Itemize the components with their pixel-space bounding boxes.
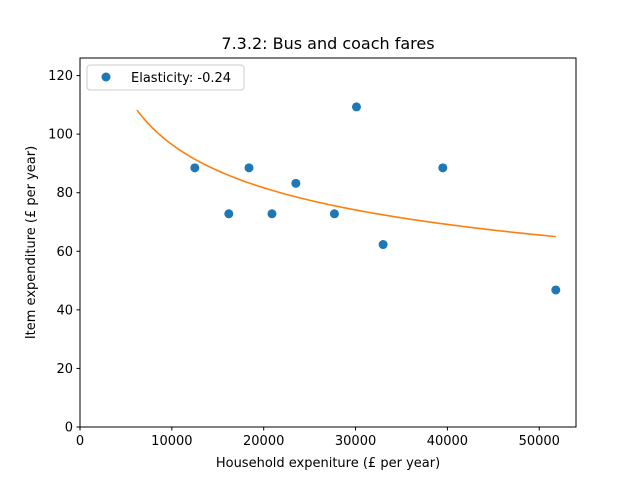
data-point: [190, 163, 200, 173]
fit-curve: [136, 109, 556, 238]
chart-title: 7.3.2: Bus and coach fares: [221, 34, 434, 53]
data-point: [267, 209, 277, 219]
y-tick-label: 120: [48, 69, 73, 84]
plot-frame: [79, 57, 577, 428]
x-tick-label: 20000: [243, 434, 284, 449]
y-tick-label: 80: [56, 186, 73, 201]
y-tick-label: 40: [56, 303, 73, 318]
plot-area: [80, 58, 576, 427]
y-tick-label: 0: [65, 421, 73, 436]
x-tick-label: 0: [76, 434, 84, 449]
x-tick-label: 10000: [151, 434, 192, 449]
x-tick-label: 30000: [335, 434, 376, 449]
y-axis-label: Item expenditure (£ per year): [24, 146, 39, 339]
y-tick-label: 100: [48, 128, 73, 143]
data-point: [291, 178, 301, 188]
x-axis-label: Household expeniture (£ per year): [216, 456, 440, 471]
legend-marker: [101, 72, 111, 82]
data-point: [378, 240, 388, 250]
data-point: [551, 285, 561, 295]
x-axis: 0 10000 20000 30000 40000 50000: [76, 427, 560, 449]
data-point: [438, 163, 448, 173]
x-tick-label: 40000: [427, 434, 468, 449]
data-point: [224, 209, 234, 219]
legend: Elasticity: -0.24: [86, 64, 245, 91]
legend-box: [86, 64, 245, 91]
y-tick-label: 20: [56, 362, 73, 377]
data-point: [244, 163, 254, 173]
data-points-layer: [190, 102, 561, 295]
y-axis: 0 20 40 60 80 100 120: [48, 69, 80, 436]
data-point: [329, 209, 339, 219]
legend-label: Elasticity: -0.24: [131, 71, 231, 86]
fit-curve-layer: [136, 109, 556, 238]
data-point: [351, 102, 361, 112]
x-tick-label: 50000: [519, 434, 560, 449]
y-tick-label: 60: [56, 245, 73, 260]
